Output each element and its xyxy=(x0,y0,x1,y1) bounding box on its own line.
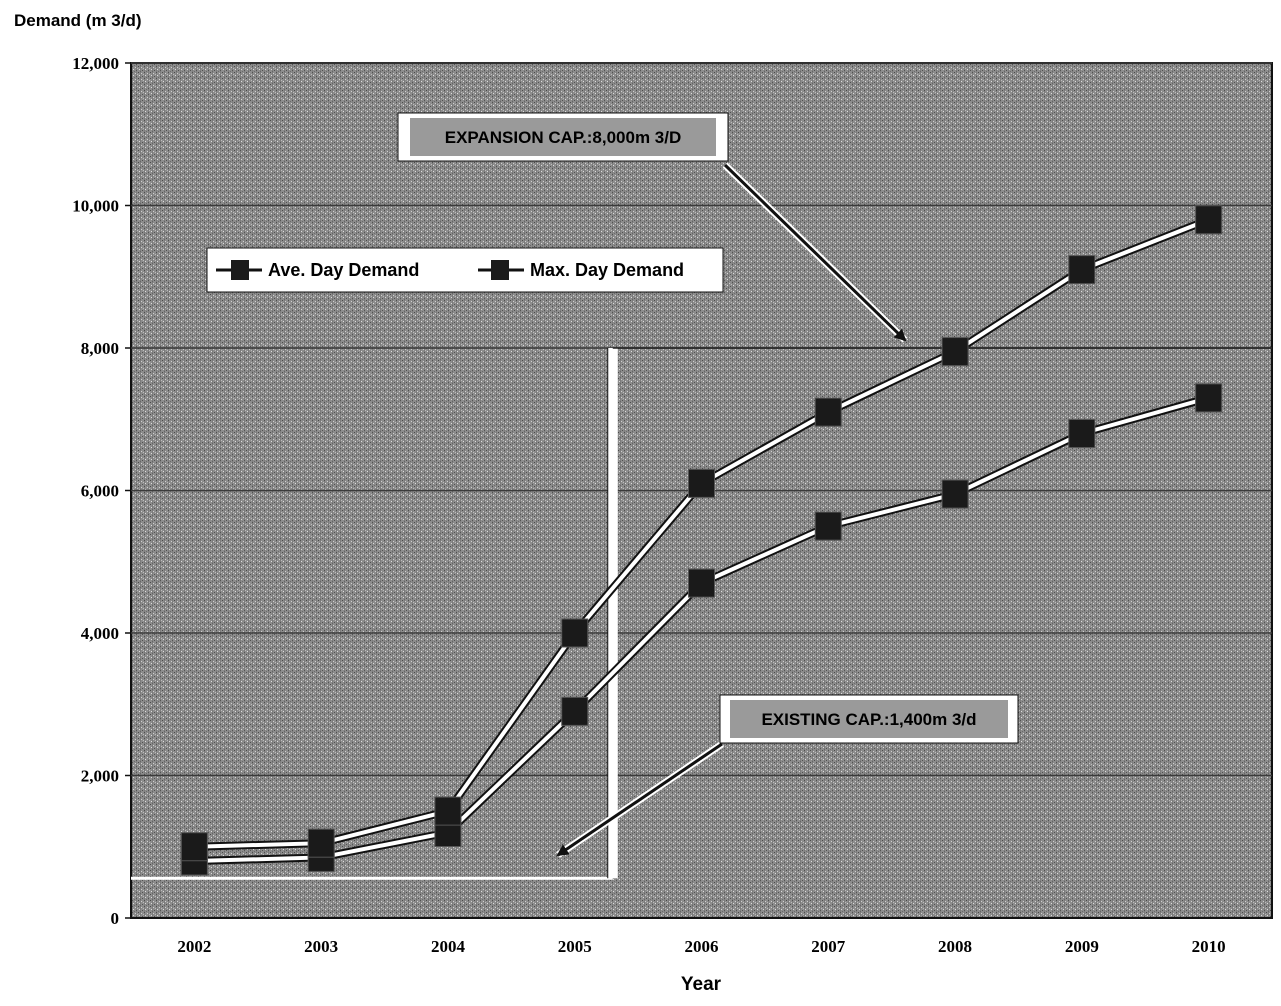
x-tick-label: 2006 xyxy=(685,937,719,956)
data-point-marker xyxy=(688,568,715,598)
data-point-marker xyxy=(1068,255,1096,285)
legend-marker-max xyxy=(491,260,509,280)
data-point-marker xyxy=(1068,419,1096,448)
legend: Ave. Day Demand Max. Day Demand xyxy=(206,247,724,293)
x-tick-label: 2002 xyxy=(177,937,211,956)
existing-capacity-label: EXISTING CAP.:1,400m 3/d xyxy=(761,710,976,729)
data-point-marker xyxy=(814,397,842,427)
data-point-marker xyxy=(1195,383,1223,413)
data-point-marker xyxy=(561,618,589,648)
data-point-marker xyxy=(941,479,969,509)
existing-capacity-callout: EXISTING CAP.:1,400m 3/d xyxy=(556,694,1019,858)
y-tick-label: 4,000 xyxy=(81,624,119,643)
series-max-day-demand xyxy=(180,205,1223,862)
x-axis-ticks: 2002 2003 2004 2005 2006 2007 2008 2009 2010 xyxy=(177,937,1225,956)
data-point-marker xyxy=(688,468,715,498)
data-point-marker xyxy=(434,796,462,826)
x-axis-title: Year xyxy=(681,974,722,995)
data-point-marker xyxy=(180,832,208,862)
y-tick-label: 6,000 xyxy=(81,482,119,501)
expansion-arrow xyxy=(723,163,907,342)
y-axis-ticks: 0 2,000 4,000 6,000 8,000 10,000 12,000 xyxy=(72,54,131,928)
y-tick-label: 10,000 xyxy=(72,197,119,216)
x-tick-label: 2004 xyxy=(431,937,466,956)
x-tick-label: 2003 xyxy=(304,937,338,956)
y-axis-title: Demand (m 3/d) xyxy=(14,11,142,30)
data-point-marker xyxy=(1195,205,1223,235)
data-point-marker xyxy=(561,696,589,726)
legend-label-ave: Ave. Day Demand xyxy=(268,260,419,280)
expansion-capacity-callout: EXPANSION CAP.:8,000m 3/D xyxy=(397,112,908,343)
x-tick-label: 2007 xyxy=(811,937,846,956)
y-tick-label: 0 xyxy=(111,909,120,928)
x-tick-label: 2010 xyxy=(1192,937,1226,956)
legend-label-max: Max. Day Demand xyxy=(530,260,684,280)
y-tick-label: 8,000 xyxy=(81,339,119,358)
data-point-marker xyxy=(307,828,335,858)
data-point-marker xyxy=(814,511,842,541)
legend-box xyxy=(206,247,724,293)
y-tick-label: 12,000 xyxy=(72,54,119,73)
x-tick-label: 2008 xyxy=(938,937,972,956)
legend-marker-ave xyxy=(231,260,249,280)
x-tick-label: 2005 xyxy=(558,937,592,956)
expansion-capacity-label: EXPANSION CAP.:8,000m 3/D xyxy=(445,128,682,147)
data-point-marker xyxy=(941,337,969,367)
existing-label-fill xyxy=(730,700,1008,738)
series xyxy=(180,205,1223,876)
existing-arrow xyxy=(556,742,723,857)
expansion-label-fill xyxy=(410,118,716,156)
y-tick-label: 2,000 xyxy=(81,767,119,786)
x-tick-label: 2009 xyxy=(1065,937,1099,956)
